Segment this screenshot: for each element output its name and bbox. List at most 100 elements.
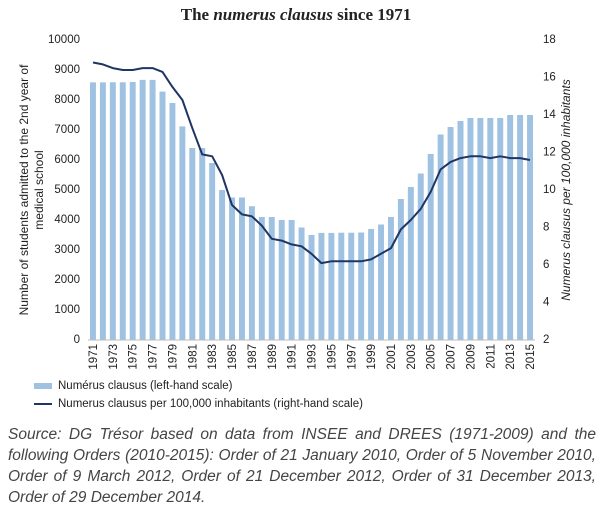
x-tick-label: 1977 [148,344,160,370]
bar [219,190,226,340]
y2-tick-label: 2 [543,334,549,346]
legend-swatch [34,383,52,389]
x-tick-label: 1979 [167,344,179,370]
x-tick-label: 1981 [187,344,199,370]
x-tick-label: 1983 [207,344,219,370]
legend-label: Numerus clausus per 100,000 inhabitants … [58,398,363,410]
x-tick-label: 1993 [307,344,319,370]
x-tick-label: 1997 [346,344,358,370]
x-tick-label: 1991 [287,344,299,370]
bar [298,227,305,340]
y2-tick-label: 10 [543,184,556,196]
bar [258,217,265,340]
x-tick-label: 1995 [326,344,338,370]
x-tick-label: 1985 [227,344,239,370]
x-tick-label: 1989 [267,344,279,370]
bar [248,206,255,340]
bar [497,118,504,340]
y-tick-label: 10000 [48,34,80,46]
legend-label: Numérus clausus (left-hand scale) [58,380,233,392]
y-axis-title: Number of students admitted to the 2nd y… [17,64,31,315]
chart-title: The numerus clausus since 1971 [181,5,412,24]
y2-axis-title: Numerus clausus per 100,000 inhabitants [559,79,573,300]
y2-tick-label: 6 [543,259,549,271]
y-tick-label: 4000 [54,214,80,226]
bar [437,134,444,340]
x-tick-label: 2009 [465,344,477,370]
bar [189,148,196,340]
bar [109,82,116,341]
bar [407,187,414,340]
y2-tick-label: 4 [543,297,550,309]
x-tick-label: 1999 [366,344,378,370]
y2-tick-label: 8 [543,222,549,234]
bar [238,197,245,340]
bar [507,115,514,340]
bar [159,91,166,340]
y-tick-label: 0 [74,334,80,346]
y-tick-label: 5000 [54,184,80,196]
bar [318,232,325,340]
y-tick-label: 6000 [54,154,80,166]
bar [129,82,136,340]
x-tick-label: 2007 [446,344,458,370]
title-part: The [181,5,214,24]
y2-tick-label: 12 [543,147,556,159]
title-part: numerus clausus [213,5,333,24]
y2-tick-label: 18 [543,34,556,46]
x-tick-label: 1975 [128,344,140,370]
bar [179,126,186,341]
y-tick-label: 1000 [54,304,80,316]
bar [397,199,404,340]
x-tick-label: 2001 [386,344,398,370]
bar [457,121,464,340]
bar [308,235,315,340]
y-tick-label: 7000 [54,124,80,136]
x-tick-label: 2015 [525,344,537,370]
bar [477,118,484,340]
bar [527,115,534,340]
bar [427,154,434,340]
bar [119,82,126,341]
line [92,61,531,265]
bar [328,232,335,340]
x-tick-label: 2003 [406,344,418,370]
bar [387,217,394,340]
bar [358,232,365,340]
bar [209,163,216,340]
bar [229,197,236,340]
source-note: Source: DG Trésor based on data from INS… [8,426,596,506]
bar [89,82,96,341]
bar [149,79,156,341]
bar [288,220,295,340]
y-tick-label: 3000 [54,244,80,256]
chart: The numerus clausus since 1971 Number of… [17,5,573,410]
bar [139,79,146,341]
y2-tick-label: 14 [543,109,556,121]
bar [348,232,355,340]
y-tick-label: 9000 [54,64,80,76]
bar [268,217,275,340]
bar [199,148,206,340]
bar [338,232,345,340]
bar [169,103,176,340]
y-tick-label: 8000 [54,94,80,106]
bar [447,127,454,340]
title-part: since 1971 [333,5,411,24]
bar [278,220,285,340]
bar [99,82,106,341]
bar [517,115,524,340]
bar [487,118,494,340]
y-tick-label: 2000 [54,274,80,286]
x-tick-label: 2013 [505,344,517,370]
bar [368,229,375,340]
x-tick-label: 1971 [88,344,100,370]
bar [378,224,385,340]
bar [467,118,474,340]
x-tick-label: 2005 [426,344,438,370]
x-tick-label: 2011 [485,344,497,369]
x-tick-label: 1973 [108,344,120,370]
bar [417,173,424,340]
x-tick-label: 1987 [247,344,259,370]
